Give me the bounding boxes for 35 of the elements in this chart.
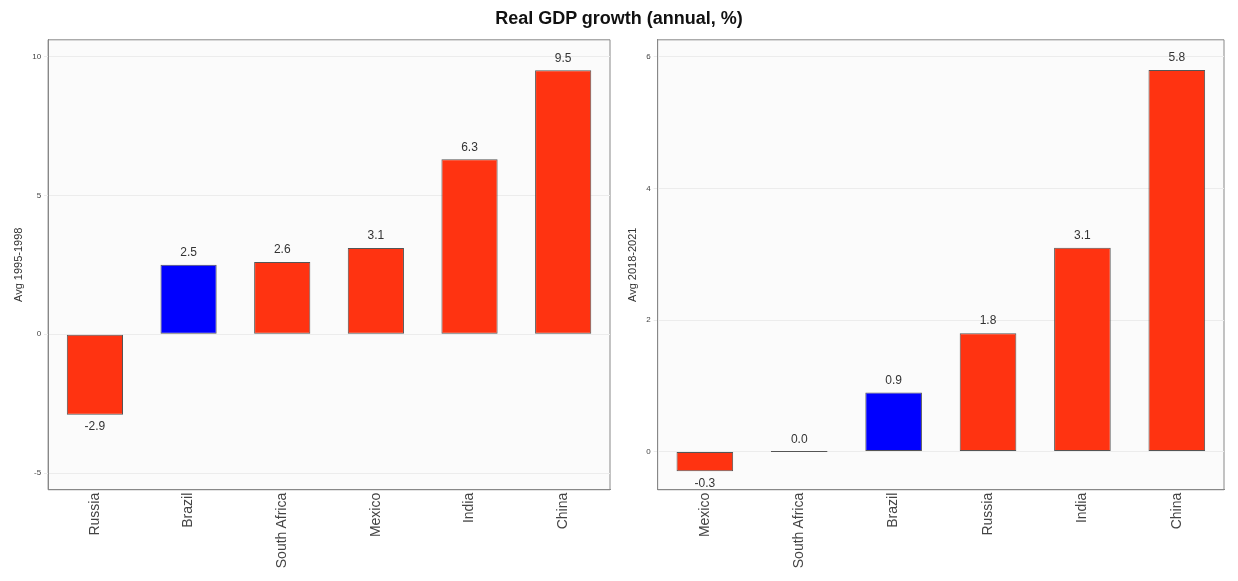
y-tick-label: 4	[646, 183, 652, 193]
data-label: -0.3	[694, 475, 716, 490]
y-tick-label: 5	[36, 190, 42, 200]
y-tick-label: 0	[36, 329, 42, 339]
y-tick-label: 10	[32, 51, 42, 61]
data-label: -2.9	[84, 419, 106, 434]
data-label: 5.8	[1168, 50, 1186, 65]
x-tick-label: Brazil	[884, 492, 901, 528]
data-label: 2.5	[180, 245, 198, 260]
x-tick-label: South Africa	[790, 492, 807, 569]
x-tick-label: China	[1167, 492, 1184, 530]
x-tick-label: China	[554, 492, 571, 530]
chart-title: Real GDP growth (annual, %)	[494, 8, 744, 30]
data-label: 3.1	[367, 228, 385, 243]
x-tick-label: Brazil	[179, 492, 196, 528]
data-label: 0.9	[885, 372, 903, 387]
x-tick-label: Russia	[85, 492, 102, 536]
data-label: 0.0	[790, 432, 808, 447]
y-tick-label: 2	[646, 315, 652, 325]
y-axis-title: Avg 2018-2021	[625, 227, 638, 302]
x-tick-label: South Africa	[273, 492, 290, 569]
x-tick-label: India	[1073, 492, 1090, 524]
x-tick-label: Mexico	[366, 492, 383, 538]
data-label: 6.3	[461, 139, 479, 154]
x-tick-label: Mexico	[695, 492, 712, 538]
x-tick-label: India	[460, 492, 477, 524]
x-tick-label: Russia	[978, 492, 995, 536]
y-tick-label: -5	[33, 468, 42, 478]
y-tick-label: 6	[646, 52, 652, 62]
data-label: 2.6	[273, 242, 291, 257]
data-label: 9.5	[554, 50, 572, 65]
y-axis-title: Avg 1995-1998	[11, 227, 24, 302]
data-label: 1.8	[979, 313, 997, 328]
data-label: 3.1	[1074, 227, 1092, 242]
y-tick-label: 0	[646, 446, 652, 456]
